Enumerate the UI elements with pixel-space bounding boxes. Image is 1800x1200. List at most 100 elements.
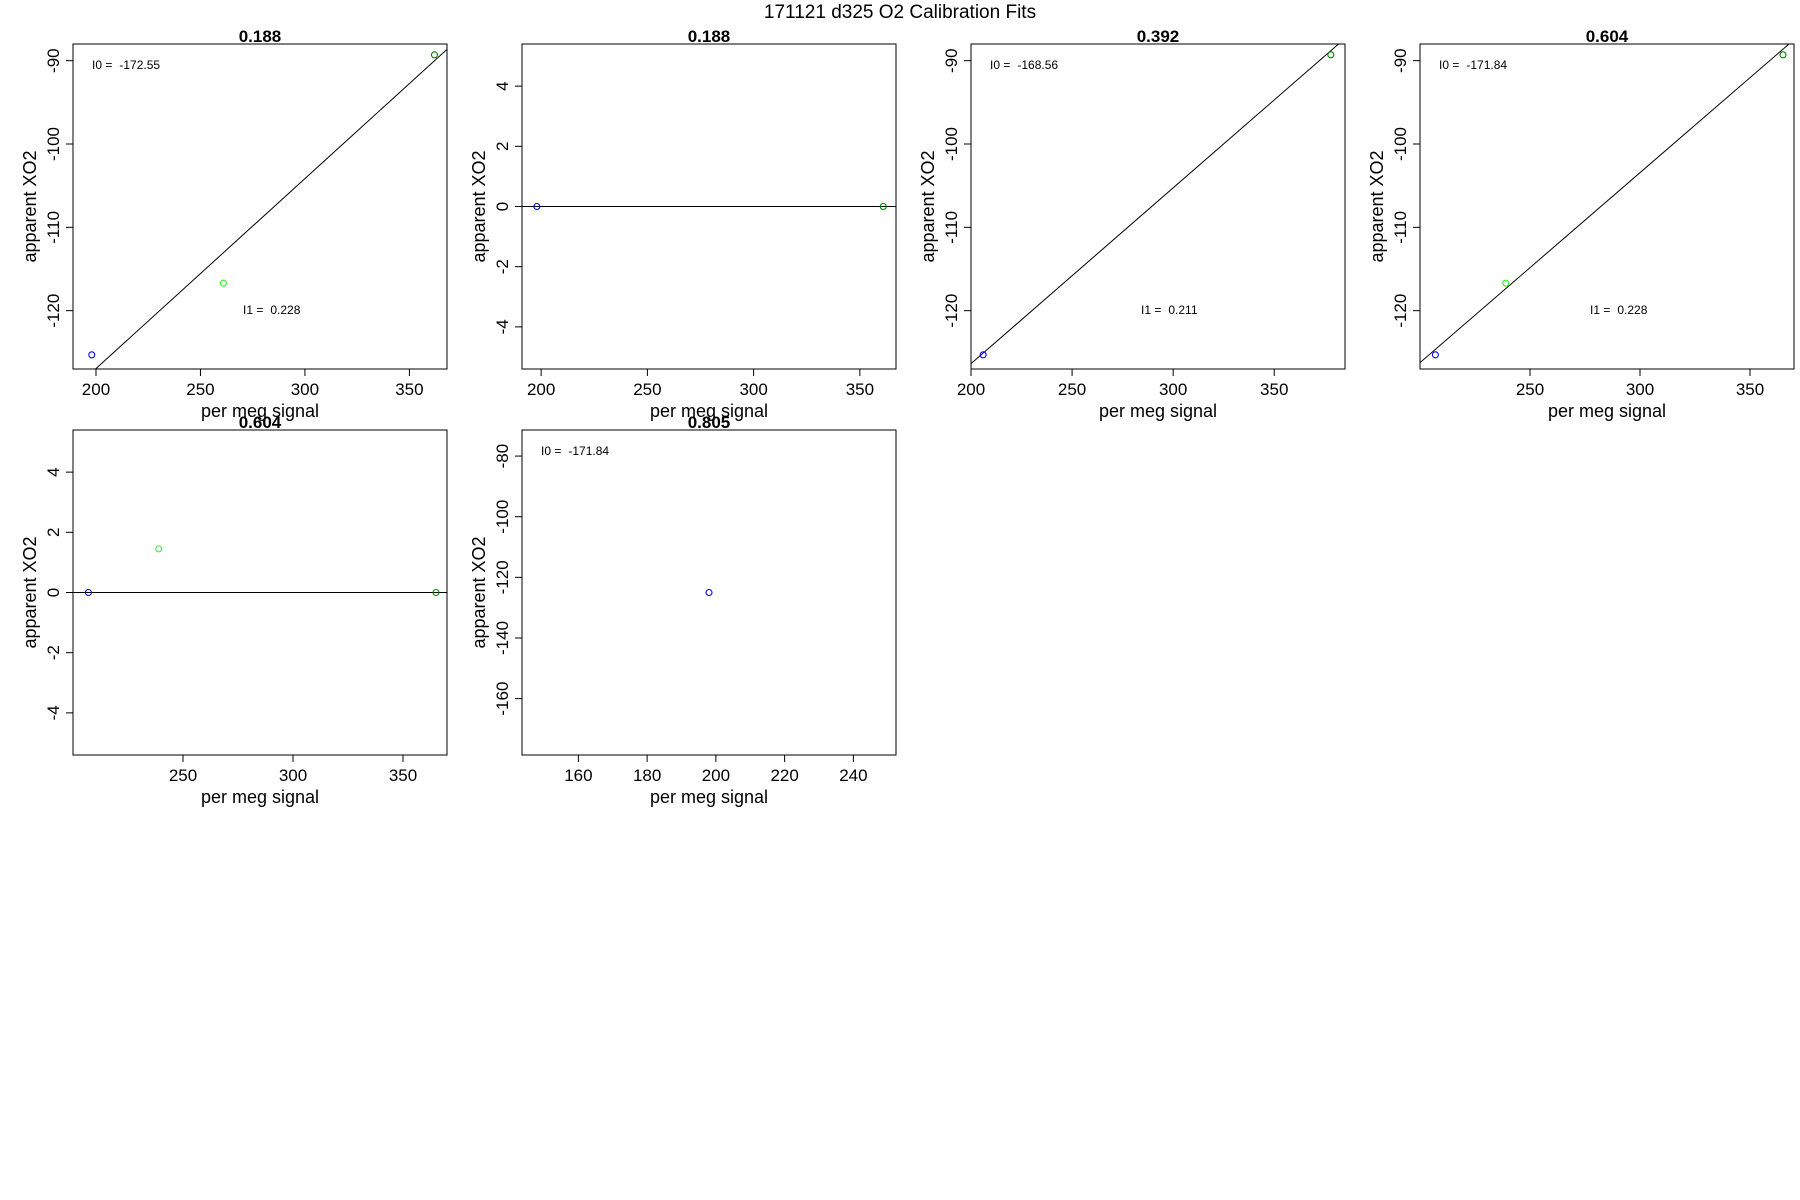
annotation-label: I1 = [1141, 303, 1161, 317]
y-tick-label: -80 [493, 444, 512, 469]
annotation-value: -171.84 [568, 444, 609, 458]
annotation-value: -168.56 [1017, 58, 1058, 72]
y-axis-label: apparent XO2 [20, 536, 40, 648]
y-tick-label: -90 [44, 48, 63, 73]
data-point [88, 351, 96, 359]
chart-panel-3: 0.392 200 250 300 350 per meg signal -120 -110 -… [918, 27, 1346, 421]
x-tick-label: 200 [957, 380, 985, 399]
x-tick-label: 160 [564, 766, 592, 785]
annotation-value: -172.55 [119, 58, 160, 72]
x-tick-label: 350 [846, 380, 874, 399]
x-tick-label: 300 [279, 766, 307, 785]
data-point [705, 588, 713, 597]
annotation-label: I1 = [1590, 303, 1610, 317]
data-point [1327, 51, 1335, 59]
y-tick-label: -4 [44, 705, 63, 720]
fit-annotation: I1 = 0.211 [1141, 303, 1198, 317]
x-tick-label: 240 [839, 766, 867, 785]
panel-title: 0.188 [688, 27, 731, 46]
y-tick-label: -2 [44, 645, 63, 660]
x-tick-label: 200 [82, 380, 110, 399]
data-point [979, 351, 987, 359]
y-axis-label: apparent XO2 [469, 536, 489, 648]
y-tick-label: -100 [493, 500, 512, 534]
annotation-value: -171.84 [1466, 58, 1507, 72]
x-tick-label: 250 [633, 380, 661, 399]
y-tick-label: -90 [942, 48, 961, 73]
x-tick-label: 200 [702, 766, 730, 785]
data-point [1502, 279, 1510, 287]
data-point [155, 545, 163, 553]
y-tick-label: 2 [493, 142, 512, 151]
y-axis-label: apparent XO2 [469, 150, 489, 262]
x-tick-label: 250 [169, 766, 197, 785]
panel-title: 0.604 [1586, 27, 1629, 46]
x-axis-label: per meg signal [650, 401, 768, 421]
x-tick-label: 250 [1516, 380, 1544, 399]
y-tick-label: -120 [1391, 294, 1410, 328]
annotation-label: I1 = [243, 303, 263, 317]
fit-annotation: I1 = 0.228 [243, 303, 301, 317]
chart-panel-4: 0.604 250 300 350 per meg signal -120 -110 -100… [1367, 27, 1795, 421]
annotation-value: 0.228 [1617, 303, 1647, 317]
panel-title: 0.188 [239, 27, 282, 46]
data-point [879, 202, 887, 211]
y-tick-label: -2 [493, 259, 512, 274]
y-tick-label: -100 [942, 127, 961, 161]
x-tick-label: 180 [633, 766, 661, 785]
plot-frame [970, 43, 1346, 370]
chart-panel-2: 0.188 200 250 300 350 per meg signal -4 -2 0 2 4 ap… [469, 27, 897, 421]
x-tick-label: 350 [1736, 380, 1764, 399]
data-point [1431, 351, 1439, 359]
fit-annotation: I0 = -168.56 [990, 58, 1058, 72]
y-tick-label: -90 [1391, 48, 1410, 73]
chart-panel-6: 0.805 160 180 200 220 240 per meg signal -160 -1… [469, 413, 897, 807]
fit-line [94, 49, 447, 369]
y-tick-label: -100 [1391, 127, 1410, 161]
x-tick-label: 300 [1159, 380, 1187, 399]
x-tick-label: 200 [527, 380, 555, 399]
fit-annotation: I0 = -171.84 [541, 444, 609, 458]
x-tick-label: 300 [1626, 380, 1654, 399]
x-tick-label: 300 [291, 380, 319, 399]
data-point [84, 588, 92, 597]
y-tick-label: -4 [493, 319, 512, 334]
y-tick-label: 4 [44, 467, 63, 476]
x-tick-label: 250 [1058, 380, 1086, 399]
annotation-value: 0.228 [270, 303, 300, 317]
chart-panel-1: 0.188 200 250 300 350 per meg signal -120 -110 -… [20, 27, 448, 421]
x-axis-label: per meg signal [201, 401, 319, 421]
panel-title: 0.604 [239, 413, 282, 432]
annotation-label: I0 = [541, 444, 561, 458]
y-tick-label: -120 [942, 294, 961, 328]
x-tick-label: 350 [395, 380, 423, 399]
figure-title: 171121 d325 O2 Calibration Fits [763, 2, 1037, 23]
data-point [430, 51, 439, 59]
y-axis-label: apparent XO2 [1367, 150, 1387, 262]
data-point [432, 588, 440, 597]
data-point [219, 279, 227, 287]
data-point [533, 202, 541, 211]
y-tick-label: -120 [493, 560, 512, 594]
y-tick-label: 0 [44, 588, 63, 597]
fit-line [971, 44, 1340, 365]
x-axis-label: per meg signal [1548, 401, 1666, 421]
annotation-label: I0 = [990, 58, 1010, 72]
x-tick-label: 250 [186, 380, 214, 399]
y-tick-label: 0 [493, 202, 512, 211]
fit-annotation: I0 = -171.84 [1439, 58, 1507, 72]
plot-frame [521, 429, 897, 756]
annotation-value: 0.211 [1168, 303, 1197, 317]
x-tick-label: 220 [770, 766, 798, 785]
y-tick-label: -110 [942, 211, 961, 244]
x-axis-label: per meg signal [1099, 401, 1217, 421]
annotation-label: I0 = [1439, 58, 1459, 72]
chart-panel-5: 0.604 250 300 350 per meg signal -4 -2 0 2 4 appar… [20, 413, 448, 807]
fit-line [1420, 44, 1790, 364]
plot-frame [1419, 43, 1795, 370]
y-tick-label: 4 [493, 81, 512, 90]
y-tick-label: -120 [44, 294, 63, 328]
y-tick-label: -100 [44, 127, 63, 161]
x-tick-label: 300 [739, 380, 767, 399]
